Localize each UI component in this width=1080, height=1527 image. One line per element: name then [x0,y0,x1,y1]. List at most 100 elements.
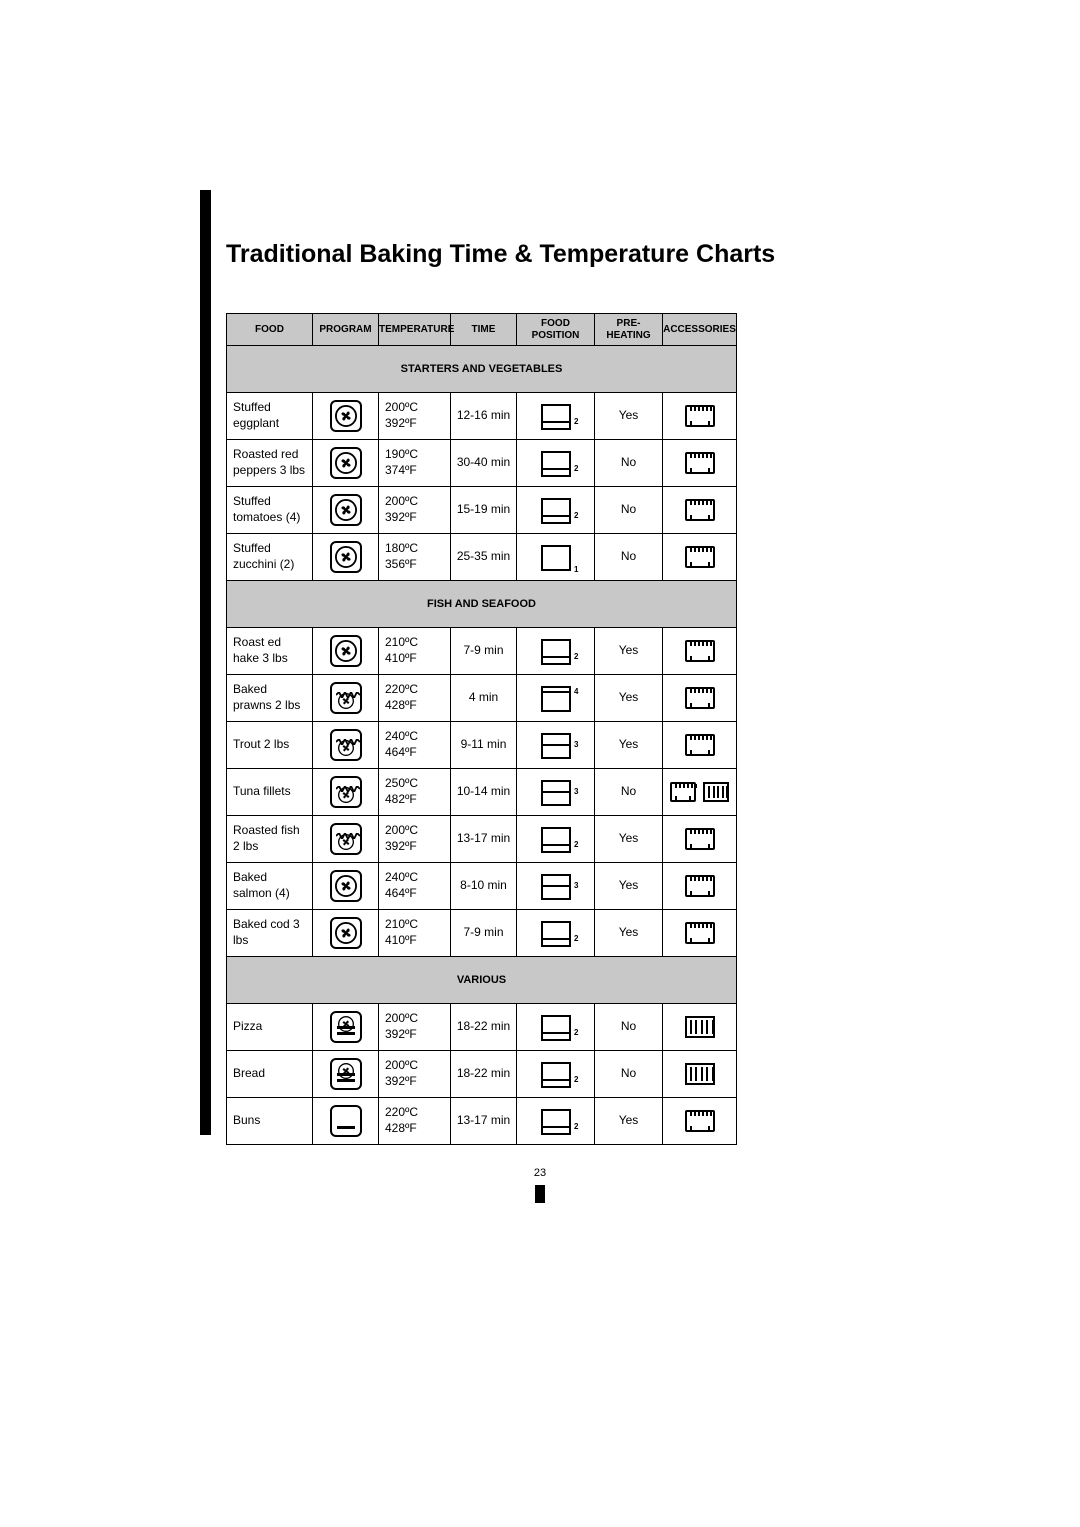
food-cell: Buns [227,1098,313,1145]
temp-c: 240ºC [385,870,418,884]
temp-c: 220ºC [385,682,418,696]
preheating-cell: No [595,487,663,534]
program-icon [330,541,362,573]
program-cell [313,769,379,816]
temperature-cell: 210ºC410ºF [379,910,451,957]
accessory-icon [667,875,732,897]
program-cell [313,440,379,487]
tray-icon [670,782,696,802]
temp-c: 210ºC [385,635,418,649]
table-row: Roasted red peppers 3 lbs 190ºC374ºF30-4… [227,440,737,487]
accessories-cell [663,769,737,816]
program-icon [330,917,362,949]
temperature-cell: 240ºC464ºF [379,863,451,910]
program-icon [330,400,362,432]
position-cell: 2 [517,393,595,440]
food-cell: Stuffed zucchini (2) [227,534,313,581]
accessories-cell [663,1004,737,1051]
time-cell: 13-17 min [451,1098,517,1145]
food-cell: Baked cod 3 lbs [227,910,313,957]
col-accessories: ACCESSORIES [663,314,737,346]
time-cell: 18-22 min [451,1004,517,1051]
time-cell: 12-16 min [451,393,517,440]
position-cell: 2 [517,1051,595,1098]
time-cell: 4 min [451,675,517,722]
temp-f: 482ºF [385,792,417,806]
program-cell [313,675,379,722]
preheating-cell: No [595,1004,663,1051]
accessory-icon [667,1110,732,1132]
accessories-cell [663,1098,737,1145]
temp-f: 374ºF [385,463,417,477]
table-row: Baked cod 3 lbs 210ºC410ºF7-9 min2Yes [227,910,737,957]
temp-c: 190ºC [385,447,418,461]
table-row: Stuffed eggplant 200ºC392ºF12-16 min2Yes [227,393,737,440]
time-cell: 25-35 min [451,534,517,581]
tray-icon [685,734,715,756]
temp-c: 210ºC [385,917,418,931]
table-row: Baked salmon (4) 240ºC464ºF8-10 min3Yes [227,863,737,910]
position-icon: 3 [541,733,571,757]
preheating-cell: Yes [595,675,663,722]
position-cell: 1 [517,534,595,581]
preheating-cell: No [595,1051,663,1098]
position-cell: 3 [517,863,595,910]
position-cell: 2 [517,1098,595,1145]
table-row: Trout 2 lbs 240ºC464ºF9-11 min3Yes [227,722,737,769]
accessory-icon [667,734,732,756]
time-cell: 30-40 min [451,440,517,487]
time-cell: 10-14 min [451,769,517,816]
temp-f: 464ºF [385,745,417,759]
temperature-cell: 190ºC 374ºF [379,440,451,487]
position-icon: 2 [541,404,571,428]
tray-icon [685,828,715,850]
accessories-cell [663,816,737,863]
position-cell: 2 [517,816,595,863]
food-cell: Roast ed hake 3 lbs [227,628,313,675]
food-cell: Trout 2 lbs [227,722,313,769]
food-cell: Tuna fillets [227,769,313,816]
position-icon: 2 [541,498,571,522]
temperature-cell: 200ºC392ºF [379,487,451,534]
temp-c: 200ºC [385,1011,418,1025]
temperature-cell: 200ºC392ºF [379,393,451,440]
accessory-icon [667,782,732,802]
table-row: Roast ed hake 3 lbs 210ºC410ºF7-9 min2Ye… [227,628,737,675]
food-cell: Stuffed eggplant [227,393,313,440]
col-time: TIME [451,314,517,346]
preheating-cell: No [595,534,663,581]
temperature-cell: 220ºC428ºF [379,1098,451,1145]
program-icon [330,776,362,808]
accessory-icon [667,452,732,474]
accessory-icon [667,922,732,944]
temp-f: 392ºF [385,839,417,853]
table-row: Roasted fish 2 lbs 200ºC392ºF13-17 min2Y… [227,816,737,863]
page-number: 23 [520,1167,560,1179]
program-icon [330,870,362,902]
accessory-icon [667,1063,732,1085]
temp-f: 392ºF [385,416,417,430]
position-icon: 2 [541,639,571,663]
content-area: Traditional Baking Time & Temperature Ch… [220,240,840,1145]
position-cell: 3 [517,769,595,816]
accessory-icon [667,499,732,521]
program-cell [313,816,379,863]
col-preheating: PRE-HEATING [595,314,663,346]
program-icon [330,1105,362,1137]
page-title: Traditional Baking Time & Temperature Ch… [226,240,840,269]
col-program: PROGRAM [313,314,379,346]
table-row: Stuffed tomatoes (4) 200ºC392ºF15-19 min… [227,487,737,534]
temperature-cell: 210ºC410ºF [379,628,451,675]
temp-f: 392ºF [385,1027,417,1041]
accessories-cell [663,487,737,534]
accessories-cell [663,910,737,957]
time-cell: 8-10 min [451,863,517,910]
accessories-cell [663,628,737,675]
position-cell: 2 [517,440,595,487]
temp-f: 428ºF [385,698,417,712]
program-cell [313,487,379,534]
position-icon: 1 [541,545,571,569]
col-temperature: TEMPERATURE [379,314,451,346]
program-cell [313,1098,379,1145]
temp-c: 240ºC [385,729,418,743]
